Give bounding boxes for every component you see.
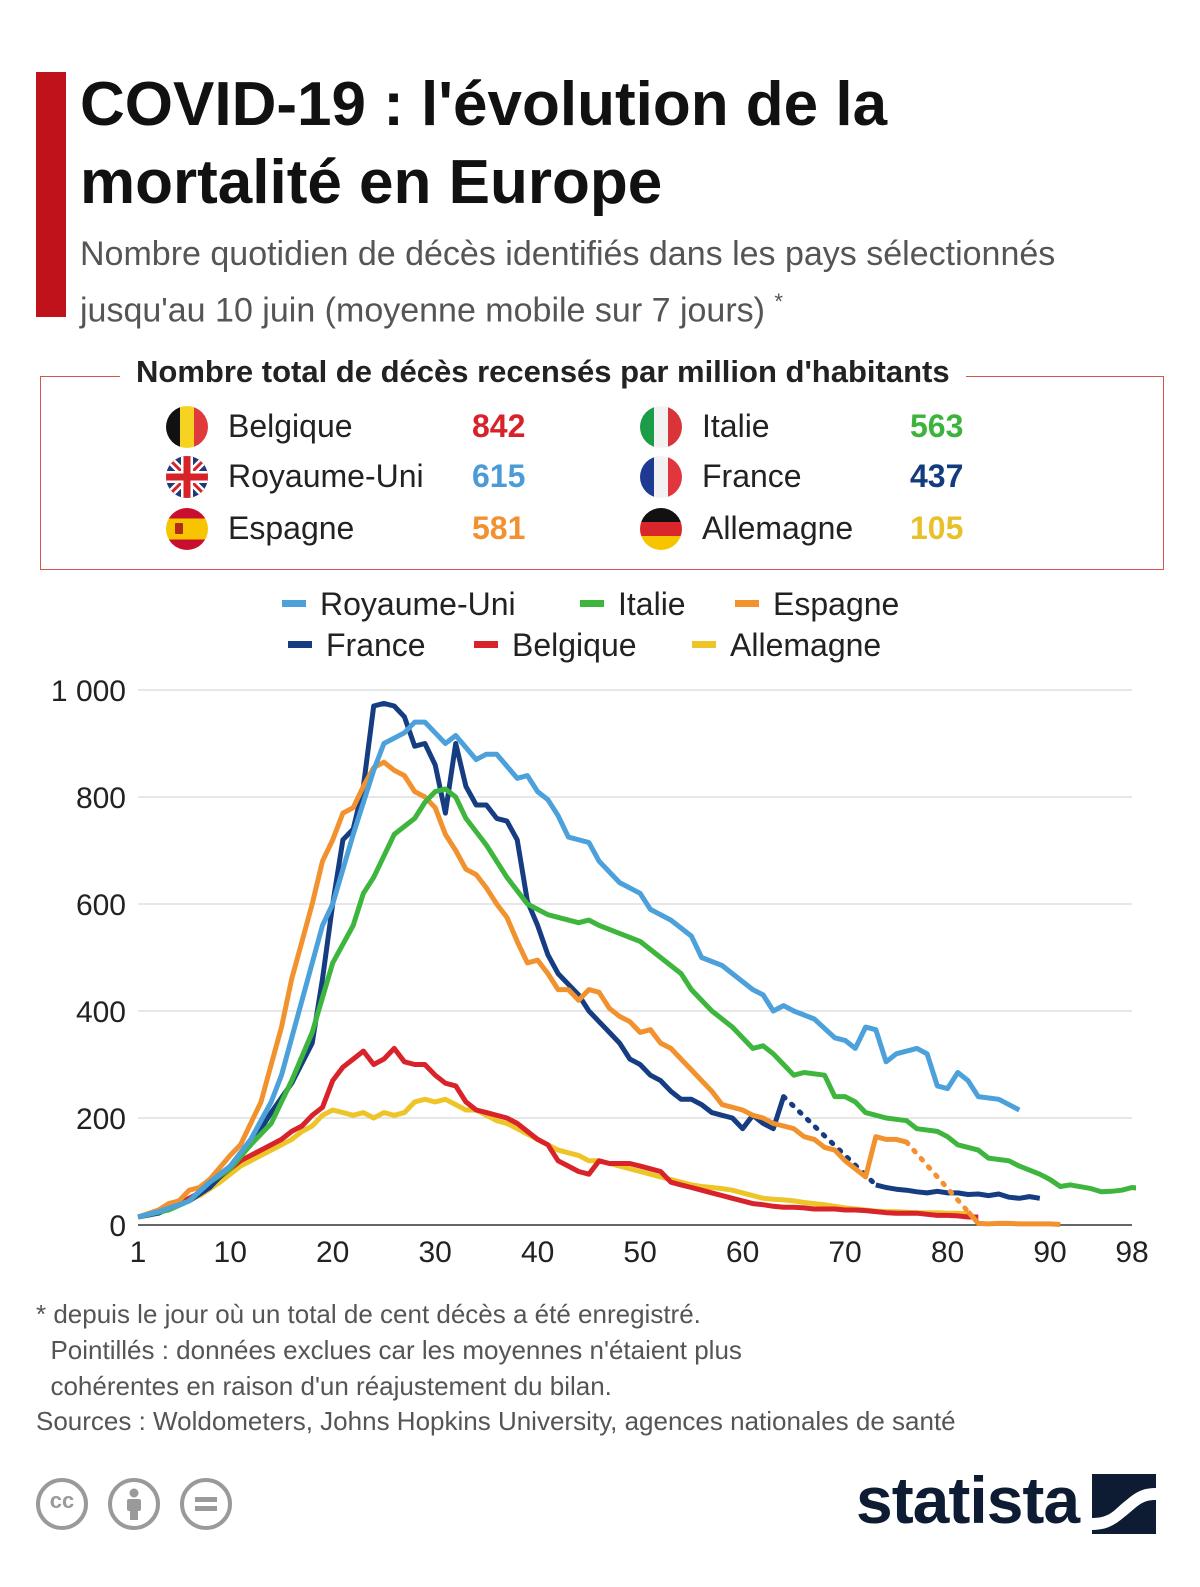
legend-swatch xyxy=(282,600,306,608)
flag-france-icon xyxy=(640,456,682,498)
total-entry-value: 842 xyxy=(472,408,526,444)
legend-item-belgique: Belgique xyxy=(474,627,637,664)
total-entry-value: 581 xyxy=(472,510,526,546)
x-tick-label: 10 xyxy=(214,1236,247,1269)
cc-icon-text: cc xyxy=(49,1488,75,1513)
series-line-belgique xyxy=(137,1045,979,1220)
total-entry-country: France xyxy=(702,458,802,494)
total-entry-italie: Italie 563 xyxy=(640,404,1040,454)
x-tick-label: 70 xyxy=(828,1236,861,1269)
series-dotted-france xyxy=(781,1094,879,1188)
y-tick-label: 800 xyxy=(76,782,126,815)
y-tick-label: 1 000 xyxy=(51,675,126,708)
x-tick-label: 60 xyxy=(726,1236,759,1269)
x-tick-label: 98 xyxy=(1115,1236,1148,1269)
total-entry-country: Allemagne xyxy=(702,510,854,546)
legend-swatch xyxy=(580,600,604,608)
series-line-france xyxy=(875,1182,1041,1201)
total-entry-espagne: Espagne 581 xyxy=(166,506,566,556)
x-tick-label: 90 xyxy=(1033,1236,1066,1269)
y-tick-label: 0 xyxy=(109,1210,126,1243)
legend-swatch xyxy=(474,641,498,649)
x-tick-label: 20 xyxy=(316,1236,349,1269)
total-entry-value: 615 xyxy=(472,458,526,494)
series-dotted-espagne xyxy=(904,1139,971,1215)
legend-label: Royaume-Uni xyxy=(320,586,516,622)
legend-swatch xyxy=(288,641,312,649)
title-accent-bar xyxy=(36,72,66,317)
statista-logo-icon xyxy=(1092,1474,1156,1534)
legend-label: Allemagne xyxy=(730,627,882,663)
legend-item-royaume-uni: Royaume-Uni xyxy=(282,586,516,623)
total-entry-belgique: Belgique 842 xyxy=(166,404,566,454)
flag-belgium-icon xyxy=(166,406,208,448)
legend-label: Italie xyxy=(618,586,686,622)
no-derivatives-icon xyxy=(180,1478,232,1530)
page-subtitle: Nombre quotidien de décès identifiés dan… xyxy=(80,230,1170,334)
total-entry-country: Espagne xyxy=(228,510,355,546)
series-line-espagne xyxy=(966,1209,1061,1227)
line-chart: 0 200 400 600 800 1 000 1 10 20 30 40 50 60 70 80 90 98 xyxy=(51,675,1149,1269)
y-tick-label: 200 xyxy=(76,1103,126,1136)
legend-label: Espagne xyxy=(773,586,900,622)
flag-uk-icon xyxy=(166,456,208,498)
total-entry-value: 105 xyxy=(910,510,964,546)
total-entry-value: 563 xyxy=(910,408,964,444)
series-line-royaume-uni xyxy=(137,719,1021,1220)
legend-item-france: France xyxy=(288,627,426,664)
statista-logo-text: statista xyxy=(856,1463,1080,1537)
page-title: COVID-19 : l'évolution de la mortalité e… xyxy=(80,70,888,217)
total-entry-country: Italie xyxy=(702,408,770,444)
attribution-icon xyxy=(108,1478,160,1530)
subtitle-text: Nombre quotidien de décès identifiés dan… xyxy=(80,235,1056,330)
total-entry-country: Belgique xyxy=(228,408,353,444)
y-tick-label: 400 xyxy=(76,996,126,1029)
series-line-italie xyxy=(137,786,1136,1220)
x-tick-label: 30 xyxy=(418,1236,451,1269)
legend-swatch xyxy=(692,641,716,649)
totals-box-title: Nombre total de décès recensés par milli… xyxy=(120,354,966,390)
cc-icon: cc xyxy=(36,1478,88,1530)
x-tick-label: 1 xyxy=(130,1236,147,1269)
sources: Sources : Woldometers, Johns Hopkins Uni… xyxy=(36,1406,956,1436)
legend-label: Belgique xyxy=(512,627,637,663)
footnote: * depuis le jour où un total de cent déc… xyxy=(36,1299,742,1401)
y-tick-label: 600 xyxy=(76,889,126,922)
total-entry-france: France 437 xyxy=(640,454,1040,504)
total-entry-value: 437 xyxy=(910,458,964,494)
x-tick-label: 50 xyxy=(623,1236,656,1269)
flag-italy-icon xyxy=(640,406,682,448)
subtitle-footnote-mark: * xyxy=(774,289,783,314)
total-entry-allemagne: Allemagne 105 xyxy=(640,506,1040,556)
legend-label: France xyxy=(326,627,426,663)
x-tick-label: 80 xyxy=(931,1236,964,1269)
legend-item-espagne: Espagne xyxy=(735,586,899,623)
x-tick-label: 40 xyxy=(521,1236,554,1269)
series-line-france xyxy=(137,700,786,1220)
flag-germany-icon xyxy=(640,508,682,550)
flag-spain-icon xyxy=(166,508,208,550)
series-line-espagne xyxy=(137,759,908,1220)
legend-item-italie: Italie xyxy=(580,586,686,623)
total-entry-royaume-uni: Royaume-Uni 615 xyxy=(166,454,566,504)
legend-item-allemagne: Allemagne xyxy=(692,627,881,664)
legend-swatch xyxy=(735,600,759,608)
total-entry-country: Royaume-Uni xyxy=(228,458,424,494)
